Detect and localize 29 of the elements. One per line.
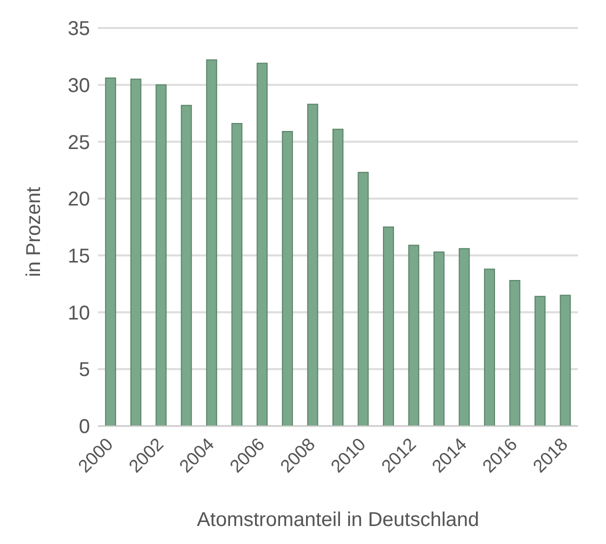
bar [382,226,394,426]
y-tick-label: 5 [78,359,90,382]
y-tick-label: 35 [68,18,90,40]
bar [105,78,116,426]
bar [458,248,470,426]
bar [434,252,444,426]
bar [332,128,344,426]
y-tick-label: 20 [68,188,90,211]
y-tick-label: 10 [68,302,90,324]
x-axis-title: Atomstromanteil in Deutschland [196,509,480,531]
y-tick-label: 25 [68,132,90,154]
y-tick-label: 15 [68,246,90,268]
bar [282,130,293,426]
y-tick-label: 30 [68,74,90,97]
bar [509,280,520,426]
y-tick-label: 0 [78,416,90,438]
bar [534,296,546,426]
bar [231,123,242,426]
bar [560,294,571,426]
y-axis-title: in Prozent [23,186,46,277]
bar [408,244,420,426]
bar [256,62,268,426]
bar [180,104,192,426]
bar [307,104,318,426]
bar [484,268,496,426]
bar [206,59,218,426]
bar [130,78,142,426]
bar [156,84,167,426]
bar [358,172,369,426]
